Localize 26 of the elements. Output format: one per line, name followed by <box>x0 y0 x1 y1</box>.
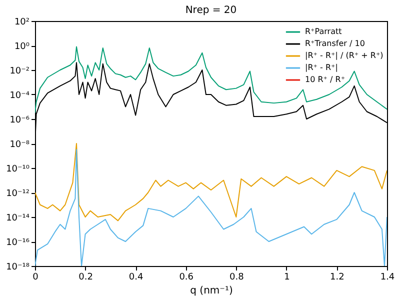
legend-label: |R⁺ - R⁺| / (R⁺ + R⁺) <box>305 51 384 60</box>
x-tick-label: 0 <box>32 272 39 282</box>
chart-title: Nrep = 20 <box>185 5 237 16</box>
x-tick-label: 1.4 <box>380 272 395 282</box>
y-tick-label: 10⁰ <box>14 42 30 52</box>
y-tick-label: 10² <box>14 18 30 28</box>
y-tick-label: 10⁻¹² <box>6 189 30 199</box>
x-tick-label: 0.2 <box>78 272 93 282</box>
y-tick-label: 10⁻¹⁸ <box>6 262 30 272</box>
legend-label: 10 R⁺ / R⁺ <box>305 75 346 84</box>
x-tick-label: 1.2 <box>330 272 344 282</box>
y-tick-label: 10⁻⁶ <box>10 116 30 126</box>
x-tick-label: 0.4 <box>128 272 144 282</box>
legend-label: |R⁺ - R⁺| <box>305 63 338 72</box>
y-tick-label: 10⁻¹⁶ <box>6 238 30 248</box>
y-tick-label: 10⁻⁸ <box>10 140 30 150</box>
y-tick-label: 10⁻¹⁴ <box>6 214 30 224</box>
x-tick-label: 1 <box>284 272 290 282</box>
x-tick-label: 0.8 <box>229 272 244 282</box>
y-tick-label: 10⁻⁴ <box>10 91 30 101</box>
legend-label: R⁺Transfer / 10 <box>305 39 365 48</box>
y-tick-label: 10⁻¹⁰ <box>6 164 30 174</box>
x-axis-title: q (nm⁻¹) <box>190 286 233 296</box>
y-tick-label: 10⁻² <box>10 66 30 76</box>
legend-label: R⁺Parratt <box>305 27 342 36</box>
x-tick-label: 0.6 <box>179 272 194 282</box>
